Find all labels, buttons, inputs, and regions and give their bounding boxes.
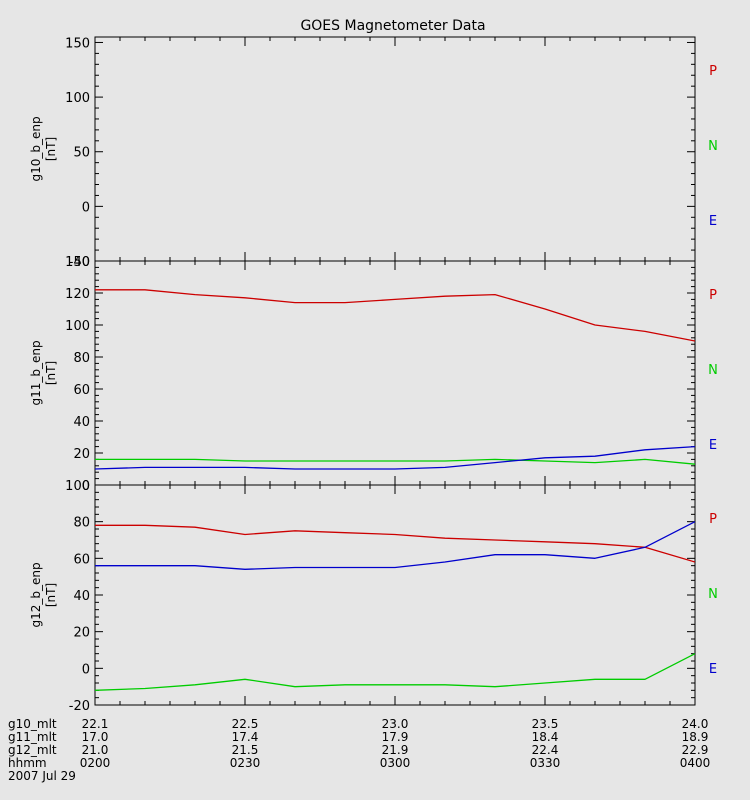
footer-row-label: g12_mlt bbox=[8, 743, 57, 757]
footer-value: 0400 bbox=[680, 756, 711, 770]
panel-frame bbox=[94, 484, 696, 706]
legend-e: E bbox=[709, 438, 717, 453]
legend-e: E bbox=[709, 662, 717, 677]
y-tick-label: 0 bbox=[82, 200, 90, 215]
footer-value: 17.4 bbox=[232, 730, 259, 744]
y-tick-label: 40 bbox=[73, 415, 90, 430]
y-tick-label: 20 bbox=[73, 626, 90, 641]
panel-frame bbox=[94, 260, 696, 486]
series-p-line bbox=[95, 289, 695, 342]
y-tick-label: -20 bbox=[69, 699, 90, 714]
footer-value: 23.5 bbox=[532, 717, 559, 731]
y-tick-label: 50 bbox=[73, 146, 90, 161]
panel-3: -20 0 20 40 60 80 100 g12_b_enp [nT] P N E bbox=[29, 479, 718, 714]
footer-value: 22.1 bbox=[82, 717, 109, 731]
y-tick-label: 0 bbox=[82, 479, 90, 494]
footer-date: 2007 Jul 29 bbox=[8, 769, 76, 783]
panel-ylabel: g10_b_enp bbox=[29, 116, 43, 181]
legend-n: N bbox=[708, 363, 718, 378]
footer-row-label: g11_mlt bbox=[8, 730, 57, 744]
legend-p: P bbox=[709, 64, 717, 79]
chart-title: GOES Magnetometer Data bbox=[300, 18, 485, 34]
panel-unit: [nT] bbox=[44, 583, 58, 607]
footer-value: 0230 bbox=[230, 756, 261, 770]
footer-value: 18.4 bbox=[532, 730, 559, 744]
footer-value: 0330 bbox=[530, 756, 561, 770]
legend-p: P bbox=[709, 288, 717, 303]
footer-value: 0200 bbox=[80, 756, 111, 770]
y-tick-label: 100 bbox=[65, 91, 90, 106]
series-n-line bbox=[95, 458, 695, 465]
legend-e: E bbox=[709, 214, 717, 229]
y-tick-label: 20 bbox=[73, 447, 90, 462]
footer-value: 23.0 bbox=[382, 717, 409, 731]
panel-frame bbox=[94, 36, 696, 262]
panel-unit: [nT] bbox=[44, 361, 58, 385]
y-tick-label: 140 bbox=[65, 255, 90, 270]
footer-value: 0300 bbox=[380, 756, 411, 770]
footer-row-label: hhmm bbox=[8, 756, 47, 770]
y-tick-label: 100 bbox=[65, 319, 90, 334]
footer-value: 18.9 bbox=[682, 730, 709, 744]
panel-unit: [nT] bbox=[44, 137, 58, 161]
panel-1: -50 0 50 100 150 g10_b_enp [nT] P N E bbox=[29, 36, 718, 270]
series-e-line bbox=[95, 521, 695, 570]
panel-ylabel: g12_b_enp bbox=[29, 562, 43, 627]
y-tick-label: 150 bbox=[65, 36, 90, 51]
footer-value: 17.0 bbox=[82, 730, 109, 744]
y-tick-label: -50 bbox=[69, 255, 90, 270]
y-tick-label: 80 bbox=[73, 351, 90, 366]
footer-value: 24.0 bbox=[682, 717, 709, 731]
panel-2: 0 20 40 60 80 100 120 140 g11_b_enp [nT] P N E bbox=[29, 255, 718, 494]
footer-value: 21.0 bbox=[82, 743, 109, 757]
series-p-line bbox=[95, 524, 695, 563]
footer: g10_mlt 22.1 22.5 23.0 23.5 24.0 g11_mlt 17.0 17… bbox=[8, 717, 710, 783]
y-tick-label: 40 bbox=[73, 589, 90, 604]
y-tick-label: 80 bbox=[73, 516, 90, 531]
footer-value: 22.5 bbox=[232, 717, 259, 731]
footer-value: 22.9 bbox=[682, 743, 709, 757]
legend-n: N bbox=[708, 139, 718, 154]
series-e-line bbox=[95, 445, 695, 470]
footer-value: 21.5 bbox=[232, 743, 259, 757]
y-tick-label: 120 bbox=[65, 287, 90, 302]
panel-ylabel: g11_b_enp bbox=[29, 340, 43, 405]
y-tick-label: 100 bbox=[65, 479, 90, 494]
legend-p: P bbox=[709, 512, 717, 527]
footer-row-label: g10_mlt bbox=[8, 717, 57, 731]
footer-value: 22.4 bbox=[532, 743, 559, 757]
legend-n: N bbox=[708, 587, 718, 602]
series-n-line bbox=[95, 653, 695, 691]
y-tick-label: 0 bbox=[82, 662, 90, 677]
footer-value: 21.9 bbox=[382, 743, 409, 757]
y-tick-label: 60 bbox=[73, 383, 90, 398]
y-tick-label: 60 bbox=[73, 552, 90, 567]
footer-value: 17.9 bbox=[382, 730, 409, 744]
